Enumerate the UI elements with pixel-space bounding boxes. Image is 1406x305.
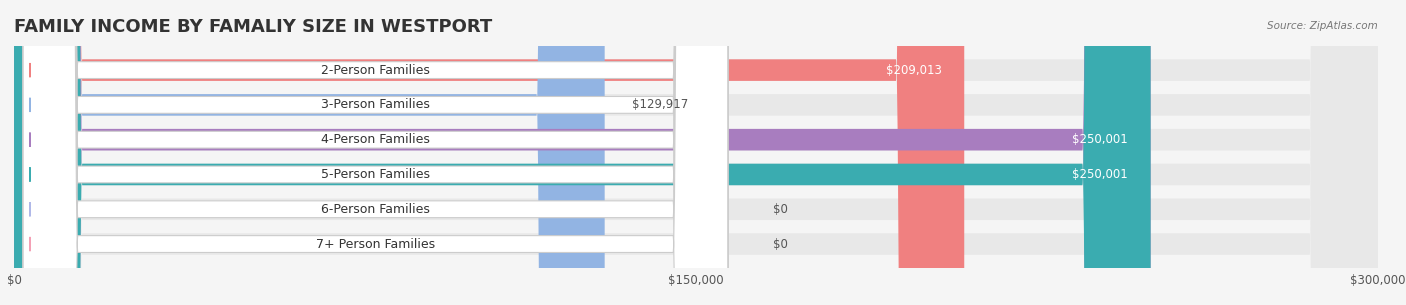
Text: 5-Person Families: 5-Person Families	[321, 168, 430, 181]
FancyBboxPatch shape	[14, 0, 1378, 305]
Text: $0: $0	[773, 238, 789, 250]
FancyBboxPatch shape	[22, 0, 728, 305]
FancyBboxPatch shape	[14, 0, 1378, 305]
FancyBboxPatch shape	[14, 0, 1378, 305]
Text: $0: $0	[773, 203, 789, 216]
Text: $129,917: $129,917	[631, 99, 688, 111]
FancyBboxPatch shape	[22, 0, 728, 305]
Text: 3-Person Families: 3-Person Families	[321, 99, 430, 111]
FancyBboxPatch shape	[14, 0, 1150, 305]
FancyBboxPatch shape	[14, 0, 1378, 305]
Text: $250,001: $250,001	[1073, 168, 1128, 181]
FancyBboxPatch shape	[14, 0, 1378, 305]
FancyBboxPatch shape	[14, 0, 1150, 305]
FancyBboxPatch shape	[22, 0, 728, 305]
Text: Source: ZipAtlas.com: Source: ZipAtlas.com	[1267, 21, 1378, 31]
Text: $209,013: $209,013	[886, 64, 942, 77]
FancyBboxPatch shape	[22, 0, 728, 305]
Text: $250,001: $250,001	[1073, 133, 1128, 146]
Text: 6-Person Families: 6-Person Families	[321, 203, 430, 216]
FancyBboxPatch shape	[22, 0, 728, 305]
Text: 2-Person Families: 2-Person Families	[321, 64, 430, 77]
FancyBboxPatch shape	[14, 0, 965, 305]
Text: 4-Person Families: 4-Person Families	[321, 133, 430, 146]
FancyBboxPatch shape	[22, 0, 728, 305]
FancyBboxPatch shape	[14, 0, 605, 305]
FancyBboxPatch shape	[14, 0, 1378, 305]
Text: FAMILY INCOME BY FAMALIY SIZE IN WESTPORT: FAMILY INCOME BY FAMALIY SIZE IN WESTPOR…	[14, 18, 492, 36]
Text: 7+ Person Families: 7+ Person Families	[316, 238, 434, 250]
